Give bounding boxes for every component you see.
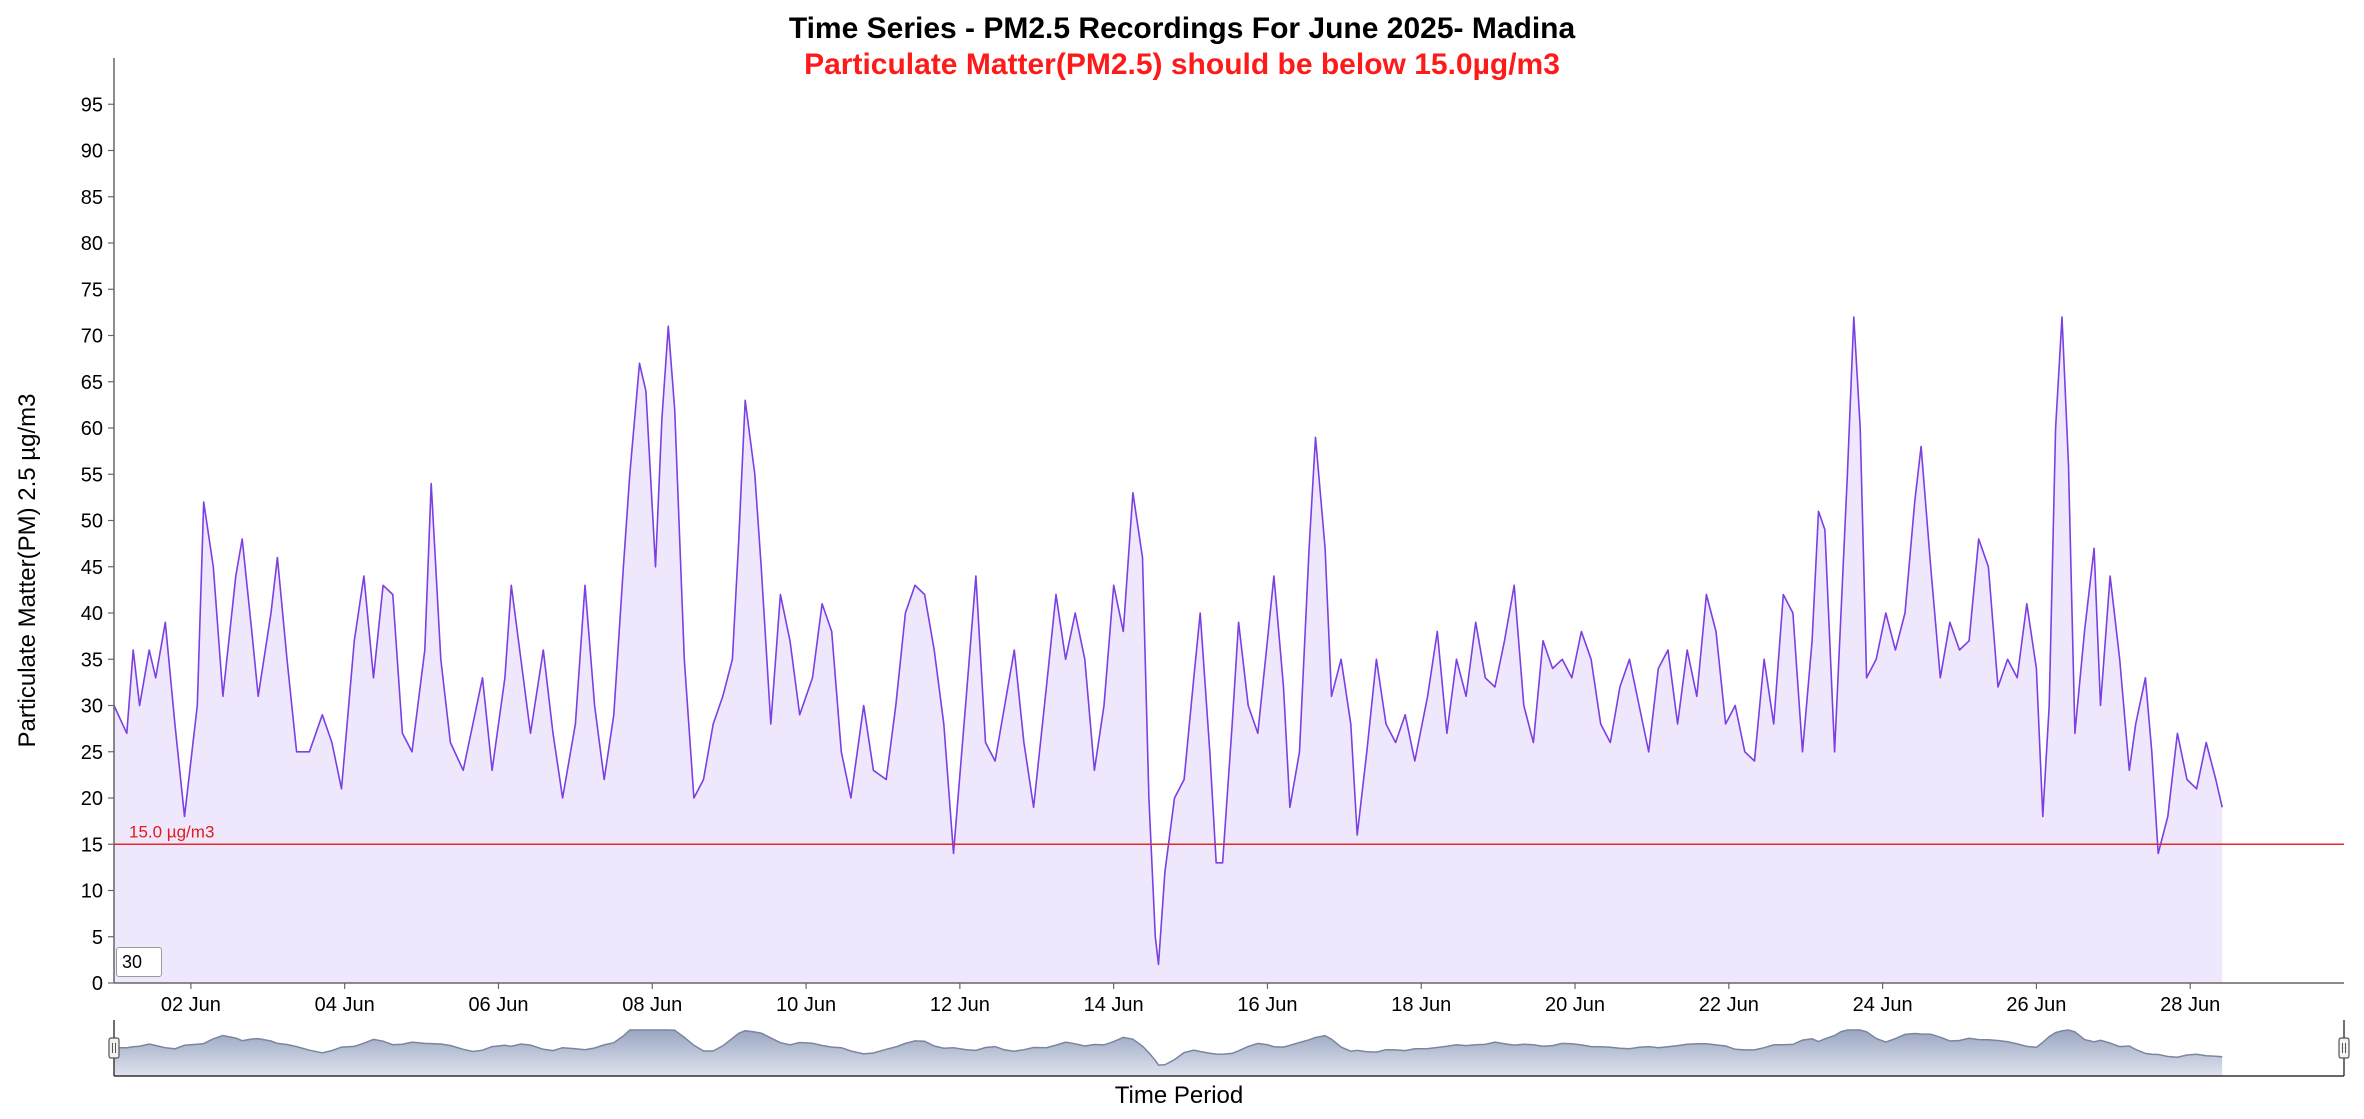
x-ticks: 02 Jun 04 Jun 06 Jun 08 Jun 10 Jun 12 Jun 14 J… — [161, 983, 2220, 1016]
x-tick-label: 20 Jun — [1545, 994, 1605, 1016]
y-tick-label: 5 — [92, 927, 103, 949]
y-tick-label: 35 — [81, 649, 103, 671]
y-tick-label: 0 — [92, 973, 103, 995]
rolling-window-input[interactable] — [116, 947, 162, 977]
series-area — [114, 317, 2223, 983]
y-tick-label: 50 — [81, 511, 103, 533]
navigator-area — [114, 1030, 2223, 1076]
y-tick-label: 25 — [81, 742, 103, 764]
y-tick-label: 40 — [81, 603, 103, 625]
x-tick-label: 22 Jun — [1699, 994, 1759, 1016]
y-tick-label: 55 — [81, 464, 103, 486]
navigator-line — [114, 1029, 2223, 1066]
y-tick-label: 20 — [81, 788, 103, 810]
chart-title: Time Series - PM2.5 Recordings For June … — [788, 12, 1576, 45]
y-tick-label: 75 — [81, 279, 103, 301]
y-tick-label: 60 — [81, 418, 103, 440]
navigator-left-handle[interactable] — [108, 1020, 120, 1076]
y-tick-label: 10 — [81, 881, 103, 903]
handle-grip[interactable] — [2338, 1037, 2350, 1059]
x-tick-label: 02 Jun — [161, 994, 221, 1016]
x-tick-label: 12 Jun — [930, 994, 990, 1016]
series-line[interactable] — [113, 316, 2223, 966]
navigator-right-handle[interactable] — [2338, 1020, 2350, 1076]
y-tick-label: 85 — [81, 187, 103, 209]
threshold-label: 15.0 µg/m3 — [129, 822, 214, 841]
y-tick-label: 95 — [81, 94, 103, 116]
x-tick-label: 08 Jun — [622, 994, 682, 1016]
x-tick-label: 04 Jun — [315, 994, 375, 1016]
y-ticks: 0 5 10 15 20 25 30 35 40 45 50 55 60 65 70 75 80 85 90 95 — [81, 94, 114, 995]
x-axis-title: Time Period — [1115, 1082, 1243, 1109]
x-tick-label: 16 Jun — [1237, 994, 1297, 1016]
x-tick-label: 14 Jun — [1084, 994, 1144, 1016]
handle-grip[interactable] — [108, 1037, 120, 1059]
x-tick-label: 10 Jun — [776, 994, 836, 1016]
y-tick-label: 90 — [81, 141, 103, 163]
x-tick-label: 28 Jun — [2160, 994, 2220, 1016]
chart-subtitle: Particulate Matter(PM2.5) should be belo… — [804, 48, 1560, 81]
x-tick-label: 26 Jun — [2006, 994, 2066, 1016]
y-tick-label: 65 — [81, 372, 103, 394]
x-tick-label: 18 Jun — [1391, 994, 1451, 1016]
x-tick-label: 06 Jun — [468, 994, 528, 1016]
navigator[interactable] — [108, 1020, 2350, 1077]
y-tick-label: 15 — [81, 834, 103, 856]
y-tick-label: 30 — [81, 696, 103, 718]
y-tick-label: 45 — [81, 557, 103, 579]
y-axis-title: Particulate Matter(PM) 2.5 µg/m3 — [14, 394, 41, 748]
y-tick-label: 70 — [81, 326, 103, 348]
y-tick-label: 80 — [81, 233, 103, 255]
x-tick-label: 24 Jun — [1853, 994, 1913, 1016]
